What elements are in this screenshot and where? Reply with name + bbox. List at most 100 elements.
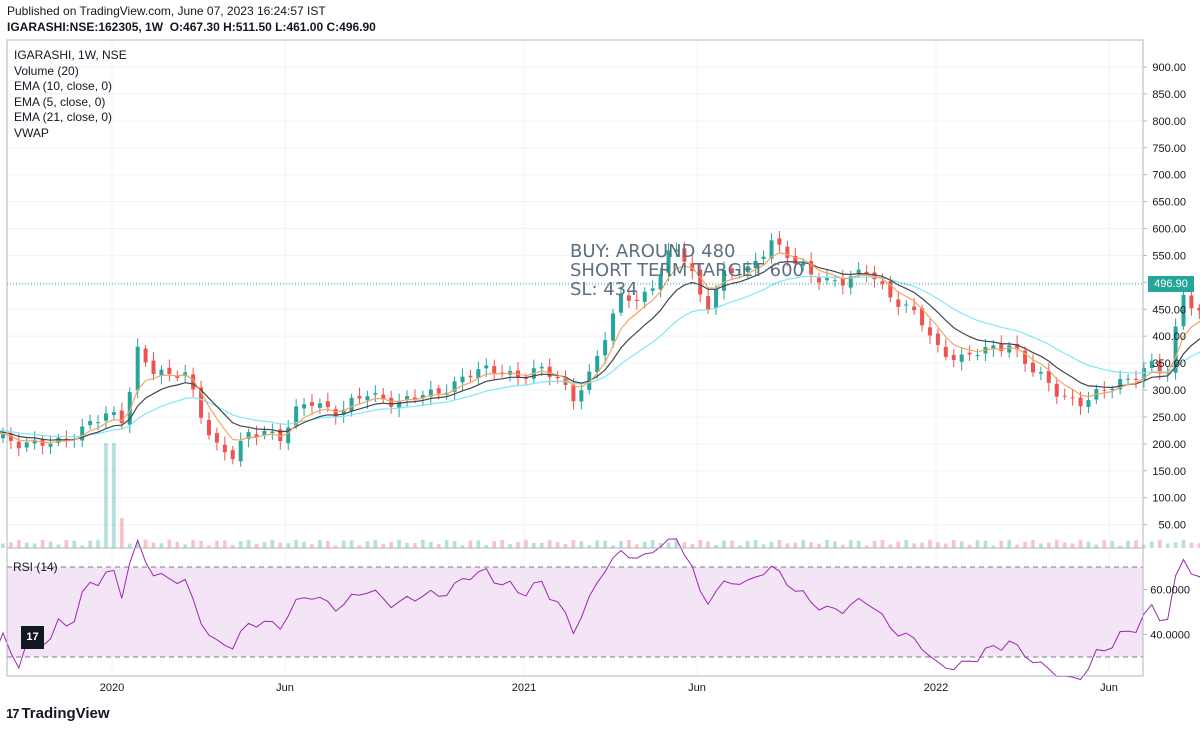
candle-body (1141, 368, 1146, 380)
legend-ema10[interactable]: EMA (10, close, 0) (14, 79, 113, 94)
volume-bar (1070, 543, 1075, 548)
candle-body (48, 443, 53, 447)
candle-body (690, 263, 695, 272)
candle-body (595, 355, 600, 373)
volume-bar (1078, 539, 1083, 548)
legend-ema5[interactable]: EMA (5, close, 0) (14, 94, 106, 109)
candle-body (1078, 397, 1083, 407)
volume-bar (999, 540, 1004, 548)
candle-body (809, 260, 814, 275)
legend-vwap[interactable]: VWAP (14, 125, 49, 140)
candle-body (1038, 372, 1043, 374)
candle-body (888, 281, 893, 298)
volume-bar (722, 540, 726, 548)
volume-bar (294, 539, 298, 548)
volume-bar (1047, 542, 1051, 548)
candle-body (904, 304, 909, 306)
volume-bar (1134, 540, 1138, 548)
candle-body (555, 376, 560, 379)
volume-bar (159, 543, 164, 548)
volume-bar (1086, 541, 1091, 548)
candle-body (88, 420, 93, 426)
legend-symbol[interactable]: IGARASHI, 1W, NSE (14, 48, 127, 62)
candle-body (642, 291, 647, 302)
candle-body (405, 396, 410, 400)
y-tick-label: 300.00 (1152, 385, 1186, 397)
candle-body (270, 431, 275, 434)
volume-bar (286, 543, 291, 548)
volume-bar (959, 541, 964, 548)
candle-body (824, 278, 829, 281)
volume-bar (223, 540, 227, 548)
volume-bar (650, 539, 655, 548)
candle-body (341, 409, 346, 415)
volume-bar (801, 539, 806, 548)
candle-body (452, 381, 457, 392)
candle-body (880, 281, 885, 284)
volume-bar (17, 539, 21, 548)
volume-bar (278, 542, 283, 548)
volume-bar (524, 539, 528, 548)
volume-bar (112, 443, 116, 548)
ema21-line (0, 275, 1200, 438)
annotation-target: SHORT TERM TARGET 600 (570, 260, 804, 281)
volume-bar (88, 540, 92, 548)
symbol-ohlc: IGARASHI:NSE:162305, 1W O:467.30 H:511.5… (7, 20, 376, 34)
volume-bar (484, 545, 489, 548)
volume-bar (452, 541, 457, 548)
candle-body (935, 333, 940, 345)
candle-body (896, 299, 901, 307)
volume-bar (135, 542, 140, 548)
volume-bar (1165, 543, 1170, 548)
ema10-line (0, 260, 1200, 441)
candle-body (373, 392, 378, 395)
rsi-tick-label: 40.0000 (1150, 630, 1190, 642)
candle-body (706, 296, 711, 310)
candle-body (428, 389, 433, 397)
candle-body (674, 249, 679, 252)
legend-ema21[interactable]: EMA (21, close, 0) (14, 110, 113, 125)
volume-bar (611, 545, 615, 548)
volume-bar (738, 545, 742, 548)
volume-bar (682, 542, 687, 548)
x-tick-label: Jun (688, 682, 706, 694)
volume-bar (72, 540, 77, 548)
volume-bar (508, 544, 512, 548)
candle-body (1189, 295, 1194, 309)
candle-body (412, 397, 417, 400)
volume-bar (761, 544, 766, 548)
y-tick-label: 800.00 (1152, 116, 1186, 128)
annotation-stoploss: SL: 434 (570, 279, 638, 300)
volume-bar (983, 540, 988, 548)
candle-body (357, 396, 362, 399)
volume-bar (690, 543, 695, 548)
volume-bar (753, 540, 758, 548)
volume-bar (246, 539, 251, 548)
volume-bar (175, 541, 180, 548)
candle-body (856, 269, 861, 275)
rsi-legend[interactable]: RSI (14) (13, 560, 58, 574)
candle-body (1157, 361, 1162, 374)
candle-body (468, 375, 473, 378)
volume-bar (936, 542, 940, 548)
candle-body (333, 409, 338, 417)
candle-body (999, 343, 1004, 352)
volume-bar (777, 539, 782, 548)
candle-body (618, 294, 623, 313)
candle-body (1181, 294, 1186, 327)
volume-bar (413, 543, 417, 548)
volume-bar (365, 541, 370, 548)
volume-bar (310, 544, 314, 548)
legend-volume[interactable]: Volume (20) (14, 63, 79, 78)
candle-body (436, 388, 441, 394)
volume-bar (563, 543, 568, 548)
volume-bar (928, 539, 932, 548)
volume-bar (1150, 541, 1154, 548)
volume-bar (32, 543, 37, 548)
volume-bar (333, 545, 338, 548)
volume-bar (944, 543, 948, 548)
axes: 900.00 850.00 800.00 750.00 700.00 650.00 600.… (6, 39, 1190, 694)
candle-body (143, 348, 148, 363)
volume-bar (357, 545, 362, 548)
